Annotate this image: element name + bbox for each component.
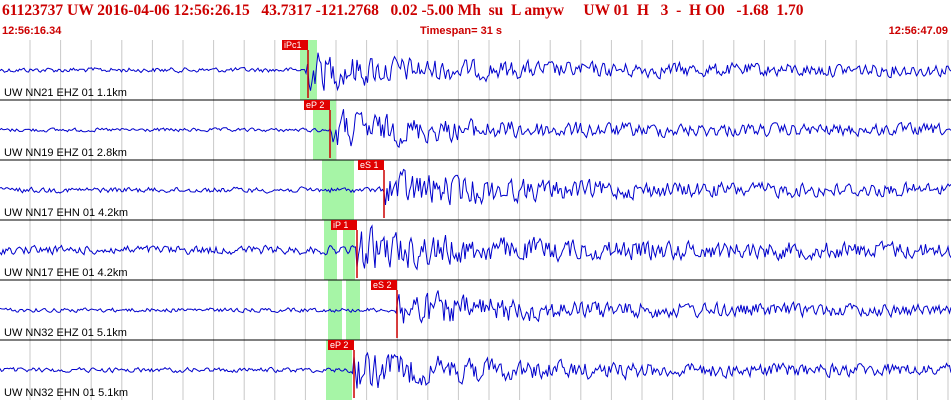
pick-label-box[interactable] [358, 160, 384, 170]
pick-label-box[interactable] [371, 280, 397, 290]
station-label: UW NN17 EHE 01 4.2km [4, 267, 127, 279]
end-time: 12:56:47.09 [888, 25, 948, 37]
pick-label[interactable]: eS 2 [373, 280, 392, 290]
pick-label[interactable]: iP 1 [333, 220, 348, 230]
station-label: UW NN19 EHZ 01 2.8km [4, 147, 127, 159]
phase-picks[interactable]: iPc1 eP 2 eS 1 iP 1 eS 2 eP 2 [282, 40, 398, 398]
pick-label-box[interactable] [304, 100, 330, 110]
station-label: UW NN32 EHZ 01 5.1km [4, 327, 127, 339]
waveform-trace [0, 168, 951, 206]
waveforms [0, 52, 951, 389]
pick-window [322, 160, 338, 220]
seismogram-panel[interactable]: iPc1 eP 2 eS 1 iP 1 eS 2 eP 2 UW NN21 EHZ 01 … [0, 40, 951, 400]
waveform-trace [0, 52, 951, 92]
trace-separators [0, 99, 951, 341]
pick-label-box[interactable] [328, 340, 354, 350]
waveform-trace [0, 351, 951, 389]
pick-window [343, 220, 355, 280]
start-time: 12:56:16.34 [2, 25, 62, 37]
timespan-label: Timespan= 31 s [420, 25, 503, 37]
pick-label[interactable]: eP 2 [330, 340, 348, 350]
pick-label-box[interactable] [331, 220, 357, 230]
station-label: UW NN21 EHZ 01 1.1km [4, 87, 127, 99]
trace-labels: UW NN21 EHZ 01 1.1km UW NN19 EHZ 01 2.8km… [4, 87, 128, 399]
event-summary-title: 61123737 UW 2016-04-06 12:56:26.15 43.73… [0, 0, 951, 22]
station-label: UW NN17 EHN 01 4.2km [4, 207, 128, 219]
pick-window [328, 280, 342, 340]
station-label: UW NN32 EHN 01 5.1km [4, 387, 128, 399]
waveform-trace [0, 224, 951, 271]
pick-label[interactable]: eS 1 [360, 160, 379, 170]
waveform-trace [0, 290, 951, 324]
pick-label[interactable]: eP 2 [306, 100, 324, 110]
pick-window [324, 220, 337, 280]
waveform-trace [0, 109, 951, 149]
pick-label[interactable]: iPc1 [284, 40, 302, 50]
time-bar: 12:56:16.34 Timespan= 31 s 12:56:47.09 [0, 22, 951, 40]
pick-label-box[interactable] [282, 40, 308, 50]
